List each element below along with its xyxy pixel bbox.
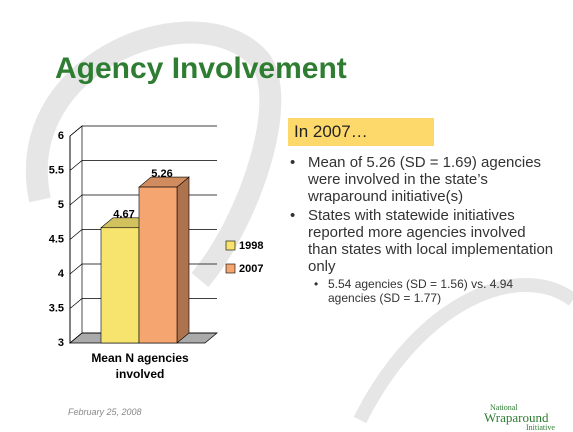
sub-bullet: 5.54 agencies (SD = 1.56) vs. 4.94 agenc…	[308, 277, 556, 305]
bullet: States with statewide initiatives report…	[286, 207, 556, 305]
bullet: Mean of 5.26 (SD = 1.69) agencies were i…	[286, 154, 556, 205]
panel-heading: In 2007…	[288, 118, 434, 146]
legend-swatch	[225, 240, 236, 251]
y-tick-label: 5	[58, 199, 64, 211]
y-tick-label: 6	[58, 130, 64, 142]
y-tick-label: 5.5	[49, 164, 64, 176]
logo-text: Initiative	[526, 423, 555, 432]
footer-date: February 25, 2008	[68, 407, 142, 417]
x-tick-label: Mean N agencies involved	[91, 351, 189, 381]
grid-line	[69, 160, 217, 171]
y-tick-label: 4	[58, 268, 65, 280]
legend-label: 1998	[239, 240, 263, 252]
bar-front	[100, 227, 140, 344]
decor-swoosh	[26, 21, 282, 288]
y-tick-label: 3	[58, 337, 64, 349]
value-label: 4.67	[113, 209, 134, 221]
logo-text: National	[490, 403, 518, 412]
bullet-list: Mean of 5.26 (SD = 1.69) agencies were i…	[286, 154, 556, 307]
y-tick-label: 3.5	[49, 302, 64, 314]
slide-title: Agency Involvement	[55, 52, 347, 85]
y-tick-label: 4.5	[49, 233, 64, 245]
legend-label: 2007	[239, 263, 263, 275]
legend-swatch	[225, 263, 236, 274]
logo: National Wraparound Initiative	[470, 403, 555, 432]
bullet-text: States with statewide initiatives report…	[308, 207, 554, 275]
grid-line	[69, 125, 217, 137]
bar-front	[138, 186, 178, 344]
value-label: 5.26	[151, 168, 172, 180]
bar	[138, 176, 190, 344]
sub-list: 5.54 agencies (SD = 1.56) vs. 4.94 agenc…	[308, 277, 556, 305]
bar-side	[176, 176, 190, 344]
logo-text: Wraparound	[484, 410, 549, 425]
